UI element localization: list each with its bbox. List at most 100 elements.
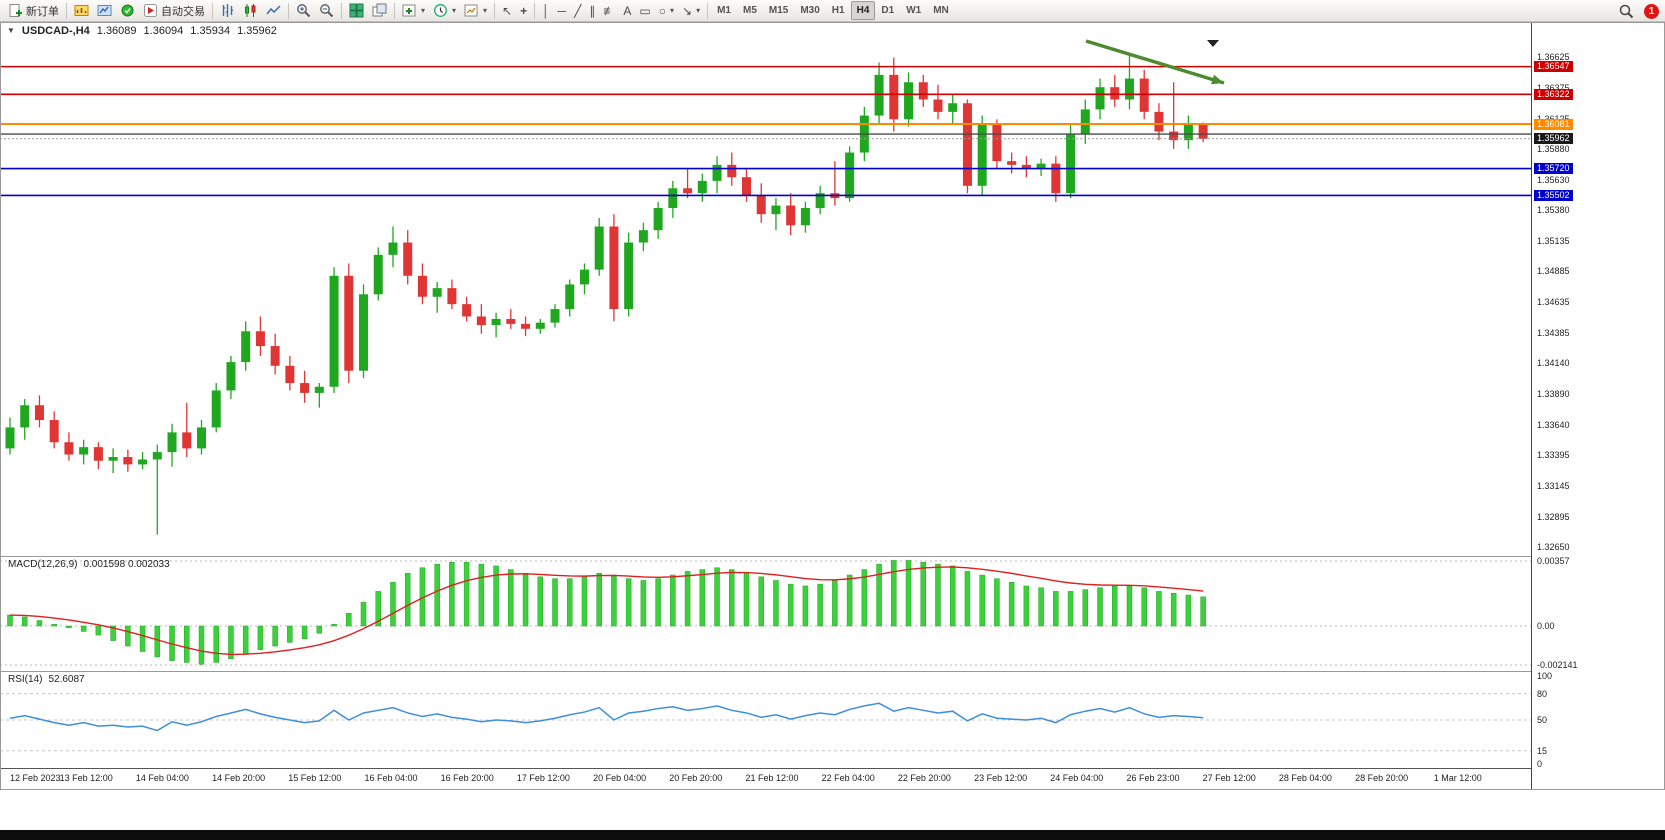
zoom-out-button[interactable] — [315, 1, 338, 20]
price-axis-tick: 1.35380 — [1537, 205, 1570, 216]
zoom-in-button[interactable] — [292, 1, 315, 20]
time-axis-label: 20 Feb 04:00 — [593, 773, 647, 783]
time-axis-label: 16 Feb 04:00 — [364, 773, 418, 783]
market-watch-button[interactable] — [116, 1, 139, 20]
timeframe-button-w1[interactable]: W1 — [906, 5, 922, 16]
window-bottom-edge — [0, 830, 1665, 840]
timeframe-button-m5[interactable]: M5 — [742, 5, 757, 16]
macd-pane[interactable] — [0, 557, 1531, 671]
new-order-button[interactable]: 新订单 — [4, 1, 63, 20]
tile-windows-button[interactable] — [345, 1, 368, 20]
shapes-dropdown[interactable]: ○ ▾ — [655, 1, 678, 20]
time-axis-label: 13 Feb 12:00 — [59, 773, 113, 783]
toolbar-separator — [288, 2, 289, 19]
timeframe-button-d1[interactable]: D1 — [881, 5, 895, 16]
rsi-axis-label: 50 — [1537, 715, 1548, 725]
cascade-windows-button[interactable] — [368, 1, 391, 20]
ellipse-tool-icon: ○ — [658, 3, 666, 18]
trendline-button[interactable]: ╱ — [570, 1, 585, 20]
timeframe-button-h4[interactable]: H4 — [850, 1, 876, 20]
timeframe-button-m30[interactable]: M30 — [800, 5, 820, 16]
chart-shift-marker[interactable] — [1207, 40, 1219, 47]
period-dropdown[interactable]: ▾ — [429, 1, 460, 20]
price-axis-tick: 1.36625 — [1537, 51, 1570, 62]
market-watch-icon — [121, 4, 134, 17]
add-indicator-dropdown[interactable]: ▾ — [398, 1, 429, 20]
main-chart-pane[interactable] — [0, 39, 1531, 556]
fibonacci-button[interactable]: ≢ — [599, 1, 619, 20]
cursor-icon: ↖ — [502, 3, 513, 18]
label-tool-button[interactable]: ▭ — [635, 1, 654, 20]
caret-down-icon: ▾ — [483, 6, 488, 15]
toolbar: 新订单 自动交易 ▾ ▾ ▾ — [0, 0, 1665, 22]
label-tool-icon: ▭ — [639, 3, 651, 18]
crosshair-button[interactable]: + — [516, 1, 531, 20]
clock-icon — [434, 4, 447, 17]
vertical-line-button[interactable]: │ — [538, 1, 554, 20]
cursor-button[interactable]: ↖ — [498, 1, 516, 20]
arrows-dropdown[interactable]: ↘ ▾ — [678, 1, 704, 20]
bar-chart-button[interactable] — [216, 1, 239, 20]
time-axis-label: 12 Feb 2023 — [10, 773, 61, 783]
zoom-in-icon — [297, 4, 311, 18]
chart-open-value: 1.36089 — [96, 24, 137, 37]
toolbar-separator — [66, 2, 67, 19]
price-badge: 1.35502 — [1534, 189, 1573, 201]
chart-collapse-icon[interactable]: ▼ — [7, 26, 15, 35]
time-axis-label: 15 Feb 12:00 — [288, 773, 342, 783]
channel-button[interactable]: ∥ — [585, 1, 599, 20]
time-axis-label: 1 Mar 12:00 — [1433, 773, 1482, 783]
channel-icon: ∥ — [589, 3, 596, 18]
candlestick-chart-button[interactable] — [239, 1, 262, 20]
time-axis-label: 20 Feb 20:00 — [669, 773, 723, 783]
price-axis-tick: 1.34885 — [1537, 266, 1570, 277]
time-axis-label: 22 Feb 04:00 — [821, 773, 875, 783]
time-axis-label: 27 Feb 12:00 — [1202, 773, 1256, 783]
time-axis-label: 23 Feb 12:00 — [974, 773, 1028, 783]
auto-trading-icon — [144, 4, 157, 17]
price-axis-tick: 1.33890 — [1537, 389, 1570, 400]
auto-trading-button[interactable]: 自动交易 — [139, 1, 209, 20]
text-tool-icon: A — [623, 3, 632, 18]
macd-axis-label: 0.00 — [1537, 621, 1555, 631]
rsi-header: RSI(14) 52.6087 — [8, 674, 85, 685]
caret-down-icon: ▾ — [669, 6, 674, 15]
caret-down-icon: ▾ — [696, 6, 701, 15]
timeframe-toolbar: M1 M5 M15 M30 H1 H4 D1 W1 MN — [711, 1, 955, 20]
horizontal-line-button[interactable]: ─ — [554, 1, 571, 20]
auto-trading-label: 自动交易 — [161, 5, 205, 18]
search-button[interactable] — [1615, 2, 1638, 21]
timeframe-button-m1[interactable]: M1 — [717, 5, 731, 16]
template-dropdown[interactable]: ▾ — [460, 1, 491, 20]
toolbar-separator — [494, 2, 496, 19]
line-chart-button[interactable] — [262, 1, 285, 20]
pane-separator[interactable] — [0, 671, 1531, 672]
new-chart-button[interactable] — [70, 1, 93, 20]
price-axis-tick: 1.32895 — [1537, 511, 1570, 522]
text-tool-button[interactable]: A — [619, 1, 635, 20]
toolbar-separator — [707, 2, 709, 19]
cascade-windows-icon — [372, 3, 387, 17]
timeframe-button-mn[interactable]: MN — [933, 5, 949, 16]
toolbar-separator — [341, 2, 342, 19]
profiles-button[interactable] — [93, 1, 116, 20]
rsi-pane[interactable] — [0, 672, 1531, 768]
timeframe-button-m15[interactable]: M15 — [768, 5, 789, 16]
price-axis-tick: 1.36375 — [1537, 82, 1570, 93]
fibonacci-icon: ≢ — [603, 3, 616, 18]
tile-windows-icon — [349, 3, 364, 18]
time-axis-label: 24 Feb 04:00 — [1050, 773, 1104, 783]
pane-separator[interactable] — [0, 556, 1531, 557]
price-axis[interactable]: 1.366251.363751.361251.358801.356301.353… — [1532, 39, 1665, 830]
rsi-axis-label: 80 — [1537, 688, 1548, 699]
timeframe-button-h1[interactable]: H1 — [831, 5, 845, 16]
trend-arrow-annotation[interactable] — [1085, 39, 1225, 85]
time-axis[interactable]: 12 Feb 2023 13 Feb 12:00 14 Feb 04:00 14 Fe… — [0, 769, 1531, 789]
time-axis-label: 28 Feb 04:00 — [1278, 773, 1332, 783]
bar-chart-icon — [222, 4, 234, 17]
rsi-value: 52.6087 — [48, 674, 85, 685]
macd-axis-label: -0.002141 — [1537, 660, 1578, 670]
notification-badge[interactable]: 1 — [1644, 3, 1659, 19]
rsi-axis-label: 0 — [1537, 759, 1543, 769]
search-icon — [1619, 4, 1634, 18]
